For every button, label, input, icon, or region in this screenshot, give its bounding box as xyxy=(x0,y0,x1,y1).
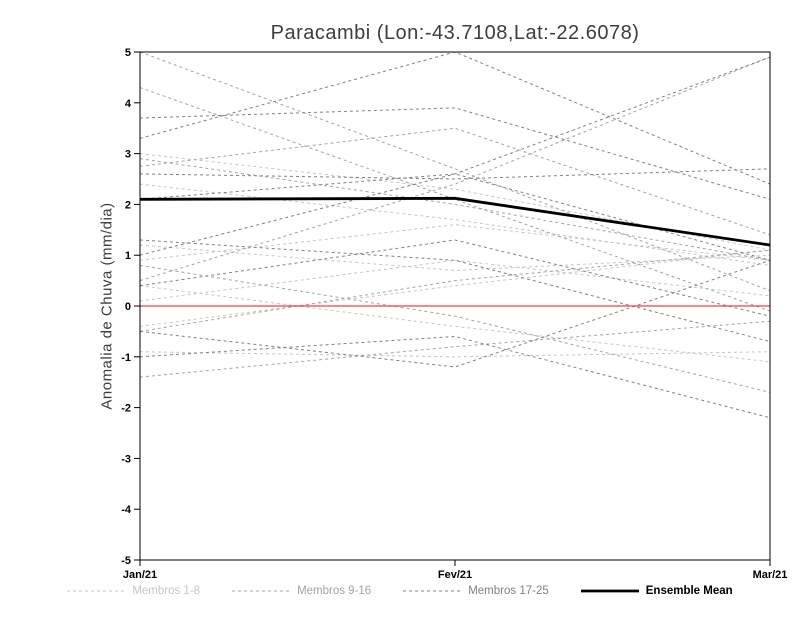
member-line-m8 xyxy=(139,259,771,302)
y-tick-label: -2 xyxy=(121,403,131,415)
member-line-m4 xyxy=(139,249,771,327)
member-line-m5 xyxy=(139,351,771,358)
y-tick-label: -5 xyxy=(121,555,131,567)
member-line-m21 xyxy=(139,239,771,317)
legend-line-sample xyxy=(67,590,126,592)
legend-label: Membros 1-8 xyxy=(132,585,201,597)
y-tick-label: 2 xyxy=(125,199,131,211)
legend-line-sample xyxy=(403,590,462,592)
legend-item-2: Membros 17-25 xyxy=(403,585,549,597)
legend-item-3: Ensemble Mean xyxy=(580,585,733,597)
legend-item-1: Membros 9-16 xyxy=(232,585,371,597)
legend-line-sample xyxy=(580,589,639,593)
ensemble-mean-line xyxy=(139,196,771,247)
member-line-m7 xyxy=(139,183,771,266)
y-tick-label: -1 xyxy=(121,352,131,364)
y-tick-label: -3 xyxy=(121,453,131,465)
legend-line-sample xyxy=(232,590,291,592)
legend-label: Membros 9-16 xyxy=(297,585,372,597)
legend-item-0: Membros 1-8 xyxy=(67,585,200,597)
x-tick-label: Fev/21 xyxy=(438,569,472,581)
member-line-m22 xyxy=(139,335,771,419)
y-tick-label: 5 xyxy=(125,47,131,59)
member-line-m19 xyxy=(139,56,771,256)
member-line-m3 xyxy=(139,224,771,261)
member-line-m25 xyxy=(139,239,771,343)
member-line-m23 xyxy=(139,173,771,261)
chart-title: Paracambi (Lon:-43.7108,Lat:-22.6078) xyxy=(270,22,640,44)
legend-label: Membros 17-25 xyxy=(468,585,549,597)
y-tick-label: 0 xyxy=(125,301,131,313)
x-tick-label: Mar/21 xyxy=(753,569,788,581)
member-line-m17 xyxy=(139,107,771,200)
y-tick-label: 3 xyxy=(125,149,131,161)
member-line-m24 xyxy=(139,259,771,368)
y-tick-label: 4 xyxy=(125,98,132,110)
member-line-m16 xyxy=(139,158,771,261)
y-tick-label: 1 xyxy=(125,250,131,262)
member-line-m6 xyxy=(139,285,771,363)
member-line-m1 xyxy=(139,153,771,251)
legend-label: Ensemble Mean xyxy=(645,585,733,597)
member-line-m15 xyxy=(139,264,771,393)
member-line-m20 xyxy=(139,51,771,185)
member-line-m14 xyxy=(139,320,771,378)
y-tick-label: -4 xyxy=(121,504,132,516)
member-line-m13 xyxy=(139,249,771,332)
member-line-m9 xyxy=(139,51,771,292)
member-line-m2 xyxy=(139,244,771,271)
legend: Membros 1-8 Membros 9-16 Membros 17-25 Ense… xyxy=(0,585,800,597)
x-tick-label: Jan/21 xyxy=(123,569,157,581)
member-line-m12 xyxy=(139,56,771,282)
